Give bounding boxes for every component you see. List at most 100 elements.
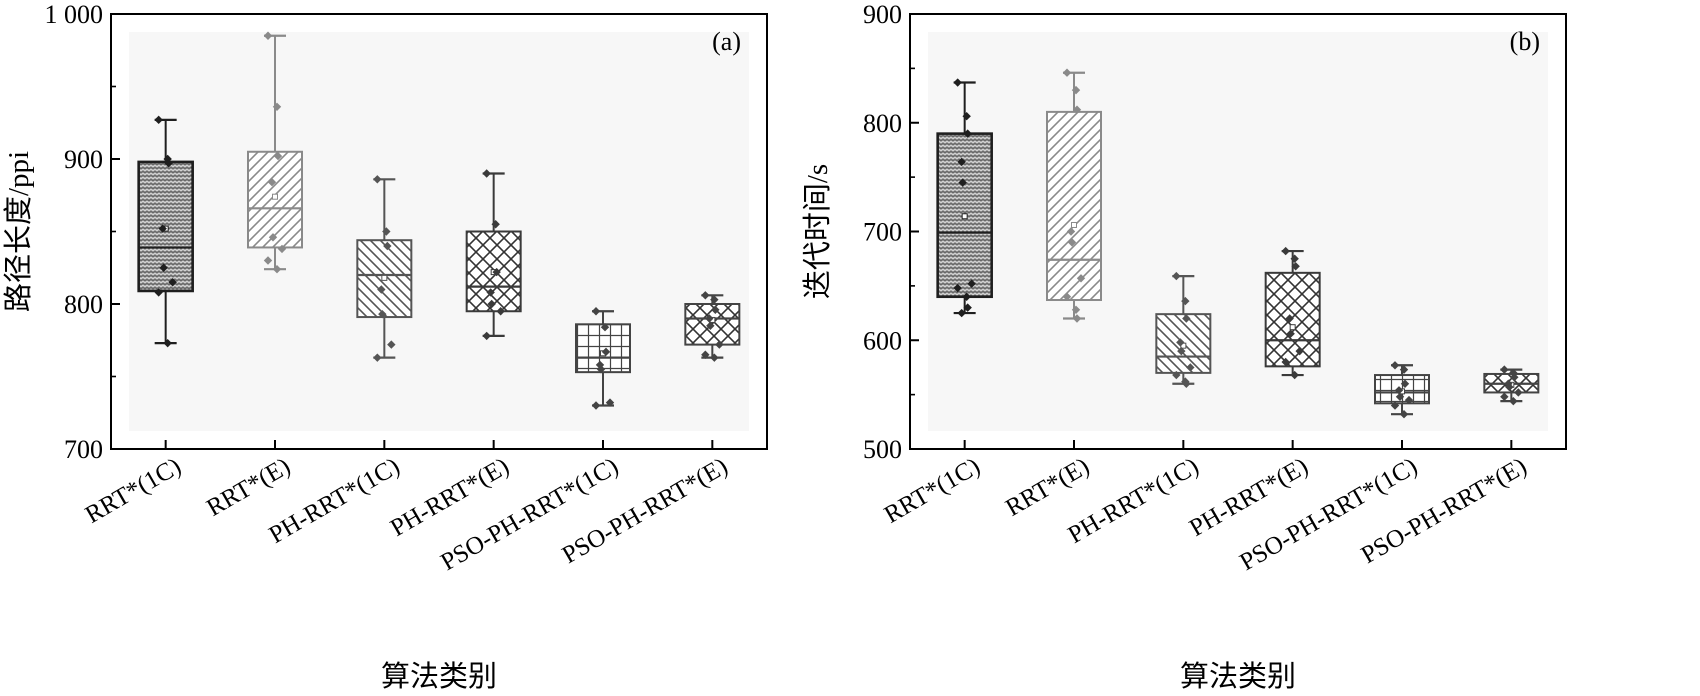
data-point (1500, 365, 1509, 374)
data-point (154, 288, 163, 297)
data-point (154, 115, 163, 125)
data-point (263, 256, 273, 265)
data-point (491, 220, 500, 229)
data-point (1281, 357, 1290, 367)
plot-background (129, 32, 749, 431)
y-tick-label: 800 (64, 290, 103, 319)
data-point (957, 157, 966, 167)
y-tick-label: 700 (863, 218, 902, 247)
data-point (1177, 346, 1186, 356)
data-point (1062, 292, 1072, 301)
data-point (1395, 392, 1405, 401)
data-point (1182, 314, 1191, 323)
y-axis-title: 路径长度/ppi (2, 151, 35, 312)
mean-marker (1071, 221, 1077, 228)
y-tick-label: 900 (863, 0, 902, 29)
data-point (1066, 227, 1076, 236)
data-point (605, 398, 615, 407)
data-point (1500, 392, 1509, 401)
data-point (1390, 361, 1400, 370)
data-point (963, 303, 972, 312)
data-point (1286, 329, 1295, 338)
data-point (1172, 271, 1181, 281)
data-point (958, 178, 967, 187)
data-point (482, 169, 491, 178)
data-point (1390, 401, 1400, 410)
data-point (272, 265, 282, 274)
panel-label: (b) (1510, 27, 1540, 56)
data-point (1505, 382, 1514, 392)
data-point (1291, 262, 1300, 271)
y-tick-label: 1 000 (45, 0, 104, 29)
data-point (1186, 363, 1195, 372)
data-point (953, 283, 962, 293)
data-point (1067, 238, 1077, 247)
data-point (267, 178, 277, 187)
data-point (263, 31, 273, 40)
data-point (1072, 314, 1082, 323)
y-tick-label: 700 (64, 435, 103, 464)
data-point (710, 295, 719, 304)
data-point (1290, 370, 1299, 380)
data-point (272, 102, 282, 111)
y-tick-label: 800 (863, 109, 902, 138)
x-tick-label: RRT*(E) (202, 453, 295, 522)
data-point (1404, 395, 1414, 405)
data-point (953, 78, 962, 87)
data-point (1290, 254, 1299, 263)
box-4 (1264, 246, 1321, 380)
data-point (711, 305, 720, 314)
plot-background (928, 32, 1548, 431)
data-point (1071, 85, 1081, 95)
data-point (387, 340, 396, 349)
data-point (600, 323, 610, 332)
data-point (496, 307, 505, 316)
y-tick-label: 500 (863, 435, 902, 464)
box-2 (247, 31, 303, 274)
box-6 (1483, 365, 1540, 406)
data-point (710, 353, 719, 362)
box-1 (936, 78, 993, 318)
data-point (1062, 68, 1072, 77)
x-tick-label: RRT*(1C) (880, 453, 985, 529)
panel-label: (a) (712, 27, 741, 56)
data-point (273, 151, 283, 161)
data-point (962, 112, 971, 121)
data-point (701, 291, 710, 300)
box-body (1046, 110, 1102, 302)
box-body (684, 303, 741, 346)
data-point (1510, 373, 1519, 382)
box-5 (1374, 361, 1430, 419)
data-point (1394, 386, 1404, 395)
mean-marker (272, 193, 278, 200)
y-tick-label: 600 (863, 326, 902, 355)
data-point (486, 288, 495, 297)
data-point (158, 224, 167, 233)
data-point (1295, 346, 1304, 356)
data-point (383, 241, 392, 251)
data-point (1285, 314, 1294, 323)
data-point (492, 267, 501, 277)
data-point (963, 129, 972, 138)
box-5 (575, 307, 631, 410)
x-tick-label: PSO-PH-RRT*(1C) (1235, 453, 1422, 576)
data-point (1399, 410, 1409, 419)
data-point (1509, 396, 1518, 406)
data-point (378, 309, 387, 319)
data-point (487, 299, 496, 309)
data-point (164, 159, 173, 168)
data-point (705, 314, 714, 323)
data-point (591, 401, 601, 410)
data-point (706, 321, 715, 330)
data-point (591, 307, 601, 316)
data-point (1071, 305, 1081, 314)
mean-marker (1289, 324, 1296, 331)
data-point (1176, 338, 1185, 347)
data-point (1182, 379, 1191, 388)
data-point (268, 233, 278, 242)
data-point (967, 279, 976, 288)
mean-marker (961, 213, 968, 220)
box-4 (465, 169, 522, 341)
